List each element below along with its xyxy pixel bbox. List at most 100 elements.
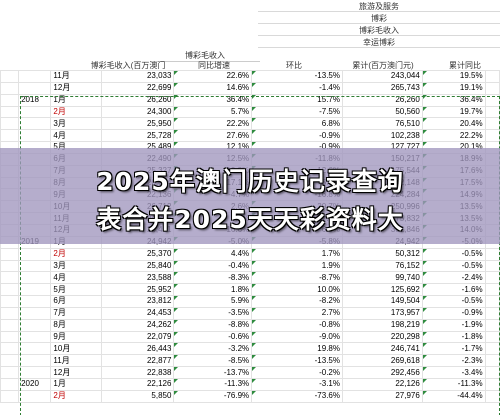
month-cell[interactable]: 8月 <box>50 318 103 332</box>
row-gutter[interactable] <box>0 283 20 297</box>
table-row[interactable]: 9月 22,079 -0.6% -9.0% 220,298 -1.8% <box>0 330 500 344</box>
row-end[interactable] <box>484 306 500 320</box>
cum-yoy-cell[interactable]: -2.3% <box>421 354 486 368</box>
year-cell[interactable] <box>18 330 52 344</box>
mom-cell[interactable]: -13.5% <box>251 354 343 368</box>
yoy-cell[interactable]: 1.8% <box>173 283 253 297</box>
revenue-cell[interactable]: 25,840 <box>101 259 175 273</box>
year-cell[interactable] <box>18 342 52 356</box>
row-gutter[interactable] <box>0 247 20 261</box>
row-end[interactable] <box>484 377 500 391</box>
yoy-cell[interactable]: 4.4% <box>173 247 253 261</box>
revenue-cell[interactable]: 22,699 <box>101 81 175 95</box>
month-cell[interactable]: 1月 <box>50 377 103 391</box>
row-gutter[interactable] <box>0 93 20 107</box>
cumulative-cell[interactable]: 22,126 <box>341 377 423 391</box>
yoy-cell[interactable]: 14.6% <box>173 81 253 95</box>
yoy-cell[interactable]: 5.7% <box>173 105 253 119</box>
month-cell[interactable]: 2月 <box>50 389 103 403</box>
cumulative-cell[interactable]: 50,560 <box>341 105 423 119</box>
mom-cell[interactable]: 15.7% <box>251 93 343 107</box>
row-end[interactable] <box>484 318 500 332</box>
row-end[interactable] <box>484 105 500 119</box>
cum-yoy-cell[interactable]: -1.7% <box>421 342 486 356</box>
row-end[interactable] <box>484 354 500 368</box>
revenue-cell[interactable]: 22,126 <box>101 377 175 391</box>
cum-yoy-cell[interactable]: -1.6% <box>421 283 486 297</box>
row-gutter[interactable] <box>0 342 20 356</box>
row-end[interactable] <box>484 81 500 95</box>
cumulative-cell[interactable]: 50,312 <box>341 247 423 261</box>
table-row[interactable]: 3月 25,950 22.2% 6.8% 76,510 20.4% <box>0 117 500 131</box>
revenue-cell[interactable]: 25,952 <box>101 283 175 297</box>
cum-yoy-cell[interactable]: -0.5% <box>421 295 486 308</box>
table-row[interactable]: 12月 22,699 14.6% -1.4% 265,743 19.1% <box>0 81 500 95</box>
month-cell[interactable]: 12月 <box>50 366 103 379</box>
revenue-cell[interactable]: 26,443 <box>101 342 175 356</box>
yoy-cell[interactable]: 5.9% <box>173 295 253 308</box>
year-cell[interactable] <box>18 306 52 320</box>
yoy-cell[interactable]: -13.7% <box>173 366 253 379</box>
row-end[interactable] <box>484 271 500 285</box>
row-gutter[interactable] <box>0 354 20 368</box>
row-end[interactable] <box>484 129 500 143</box>
table-row[interactable]: 12月 22,838 -13.7% -0.2% 292,456 -3.4% <box>0 366 500 379</box>
cum-yoy-cell[interactable]: 36.4% <box>421 93 486 107</box>
revenue-cell[interactable]: 25,370 <box>101 247 175 261</box>
mom-cell[interactable]: -7.5% <box>251 105 343 119</box>
year-cell[interactable] <box>18 129 52 143</box>
cumulative-cell[interactable]: 102,238 <box>341 129 423 143</box>
revenue-cell[interactable]: 24,300 <box>101 105 175 119</box>
yoy-cell[interactable]: -76.9% <box>173 389 253 403</box>
year-cell[interactable] <box>18 105 52 119</box>
row-end[interactable] <box>484 295 500 308</box>
yoy-cell[interactable]: 22.6% <box>173 70 253 83</box>
cum-yoy-cell[interactable]: 22.2% <box>421 129 486 143</box>
revenue-cell[interactable]: 23,812 <box>101 295 175 308</box>
yoy-cell[interactable]: 22.2% <box>173 117 253 131</box>
table-row[interactable]: 8月 24,262 -8.8% -0.8% 198,219 -1.9% <box>0 318 500 332</box>
table-row[interactable]: 2月 25,370 4.4% 1.7% 50,312 -0.5% <box>0 247 500 261</box>
col-header-yoy[interactable]: 同比增速 <box>198 61 230 70</box>
row-gutter[interactable] <box>0 295 20 308</box>
year-cell[interactable] <box>18 117 52 131</box>
table-row[interactable]: 3月 25,840 -0.4% 1.9% 76,152 -0.5% <box>0 259 500 273</box>
table-row[interactable]: 10月 26,443 -3.2% 19.8% 246,741 -1.7% <box>0 342 500 356</box>
cum-yoy-cell[interactable]: 19.5% <box>421 70 486 83</box>
month-cell[interactable]: 9月 <box>50 330 103 344</box>
mom-cell[interactable]: -8.7% <box>251 271 343 285</box>
year-cell[interactable] <box>18 283 52 297</box>
cumulative-cell[interactable]: 99,740 <box>341 271 423 285</box>
table-row[interactable]: 6月 23,812 5.9% -8.2% 149,504 -0.5% <box>0 295 500 308</box>
year-cell[interactable] <box>18 318 52 332</box>
year-cell[interactable] <box>18 366 52 379</box>
cum-yoy-cell[interactable]: 19.1% <box>421 81 486 95</box>
yoy-cell[interactable]: 36.4% <box>173 93 253 107</box>
revenue-cell[interactable]: 5,850 <box>101 389 175 403</box>
row-end[interactable] <box>484 70 500 83</box>
cumulative-cell[interactable]: 149,504 <box>341 295 423 308</box>
yoy-cell[interactable]: -0.6% <box>173 330 253 344</box>
cum-yoy-cell[interactable]: 20.4% <box>421 117 486 131</box>
cum-yoy-cell[interactable]: -2.4% <box>421 271 486 285</box>
month-cell[interactable]: 3月 <box>50 117 103 131</box>
revenue-cell[interactable]: 22,877 <box>101 354 175 368</box>
table-row[interactable]: 11月 22,877 -8.5% -13.5% 269,618 -2.3% <box>0 354 500 368</box>
yoy-cell[interactable]: -3.2% <box>173 342 253 356</box>
year-cell[interactable] <box>18 259 52 273</box>
row-end[interactable] <box>484 366 500 379</box>
row-gutter[interactable] <box>0 117 20 131</box>
year-cell[interactable]: 2018 <box>18 93 52 107</box>
table-row[interactable]: 7月 24,453 -3.5% 2.7% 173,957 -0.9% <box>0 306 500 320</box>
month-cell[interactable]: 2月 <box>50 105 103 119</box>
month-cell[interactable]: 5月 <box>50 283 103 297</box>
col-header-cumulative[interactable]: 累计(百万澳门元) <box>352 61 414 70</box>
cum-yoy-cell[interactable]: -0.9% <box>421 306 486 320</box>
table-row[interactable]: 2月 5,850 -76.9% -73.6% 27,976 -44.4% <box>0 389 500 403</box>
row-gutter[interactable] <box>0 318 20 332</box>
cumulative-cell[interactable]: 125,692 <box>341 283 423 297</box>
cum-yoy-cell[interactable]: -0.5% <box>421 259 486 273</box>
row-gutter[interactable] <box>0 377 20 391</box>
row-gutter[interactable] <box>0 271 20 285</box>
revenue-cell[interactable]: 25,728 <box>101 129 175 143</box>
